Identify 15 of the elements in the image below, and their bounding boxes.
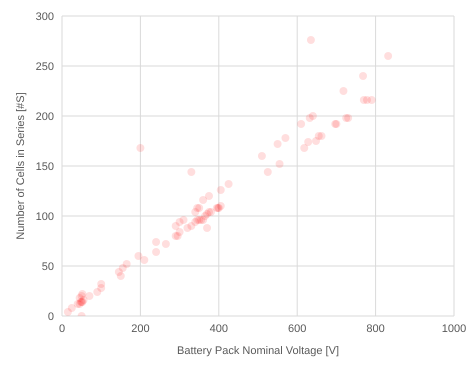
x-tick-label: 1000: [442, 322, 466, 335]
x-tick-label: 200: [131, 322, 150, 335]
y-tick-label: 50: [42, 260, 54, 273]
x-axis-title: Battery Pack Nominal Voltage [V]: [176, 345, 340, 357]
y-tick-label: 150: [36, 160, 54, 173]
y-tick-label: 250: [36, 60, 54, 73]
y-tick-label: 100: [36, 210, 54, 223]
y-tick-label: 0: [48, 310, 54, 323]
y-axis-title: Number of Cells in Series [#S]: [14, 92, 27, 240]
x-tick-label: 400: [210, 322, 228, 335]
y-tick-label: 200: [36, 110, 54, 123]
x-tick-label: 600: [288, 322, 306, 335]
x-tick-label: 800: [366, 322, 385, 335]
y-tick-label: 300: [36, 10, 54, 23]
x-tick-label: 0: [58, 322, 66, 335]
